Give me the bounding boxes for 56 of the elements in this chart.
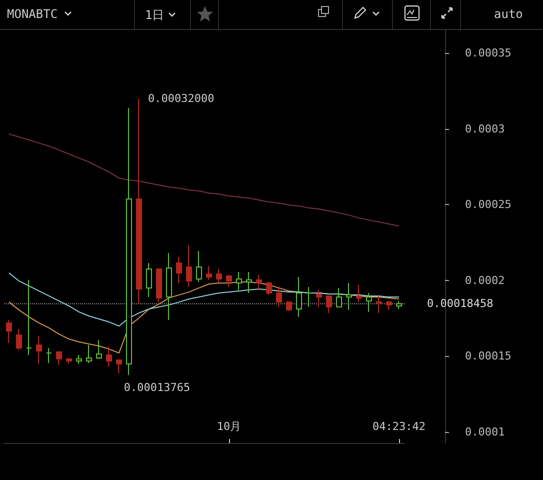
candlestick [66, 358, 72, 364]
candlestick [166, 252, 172, 320]
candlestick [316, 289, 322, 308]
candlestick [186, 244, 192, 288]
candlestick [56, 351, 62, 366]
candlestick [356, 284, 362, 303]
candlestick [136, 98, 142, 305]
y-tick-label: 0.00015 [465, 350, 512, 363]
candlestick [196, 250, 202, 283]
candlestick [156, 268, 162, 303]
candlestick [106, 346, 112, 368]
candlestick [396, 300, 402, 310]
candlestick [296, 276, 302, 318]
annotation: 0.00032000 [148, 92, 214, 106]
candlestick [306, 286, 312, 308]
y-tick-label: 0.0001 [465, 425, 505, 438]
candlestick [336, 287, 342, 308]
x-tick-label: 10月 [216, 420, 242, 433]
candlestick [276, 287, 282, 308]
candlestick [216, 268, 222, 284]
annotation: 0.00013765 [124, 380, 190, 394]
candlestick [386, 300, 392, 310]
candlestick [46, 347, 52, 364]
candlestick [176, 256, 182, 284]
candlestick [366, 292, 372, 312]
candlestick [146, 262, 152, 298]
candlestick [116, 359, 122, 374]
candlestick [206, 265, 212, 280]
line-series [8, 133, 400, 226]
candlestick [286, 302, 292, 312]
text: auto [494, 7, 523, 21]
line-series [8, 272, 400, 326]
ref-line-label: 0.00018458 [427, 297, 494, 310]
x-tick-label: 04:23:42 [372, 420, 426, 433]
candlestick [346, 282, 352, 310]
candlestick [36, 336, 42, 364]
candlestick [376, 295, 382, 314]
candlestick [86, 344, 92, 364]
candlestick [266, 282, 272, 296]
candlestick [246, 272, 252, 294]
candlestick [76, 354, 82, 364]
y-tick-label: 0.0002 [465, 274, 505, 287]
candlestick [256, 274, 262, 290]
y-tick-label: 0.00035 [465, 46, 512, 60]
candlestick [126, 108, 132, 376]
y-tick-label: 0.00025 [465, 198, 512, 212]
candlestick [26, 279, 32, 356]
chart-title: MONABTC [7, 7, 58, 21]
candlestick [236, 272, 242, 290]
candlestick [226, 274, 232, 288]
candlestick [326, 295, 332, 314]
text: 1日 [145, 7, 164, 24]
candlestick [6, 319, 12, 344]
candlestick [16, 328, 22, 350]
y-tick-label: 0.0003 [465, 122, 505, 136]
candlestick [96, 339, 102, 360]
